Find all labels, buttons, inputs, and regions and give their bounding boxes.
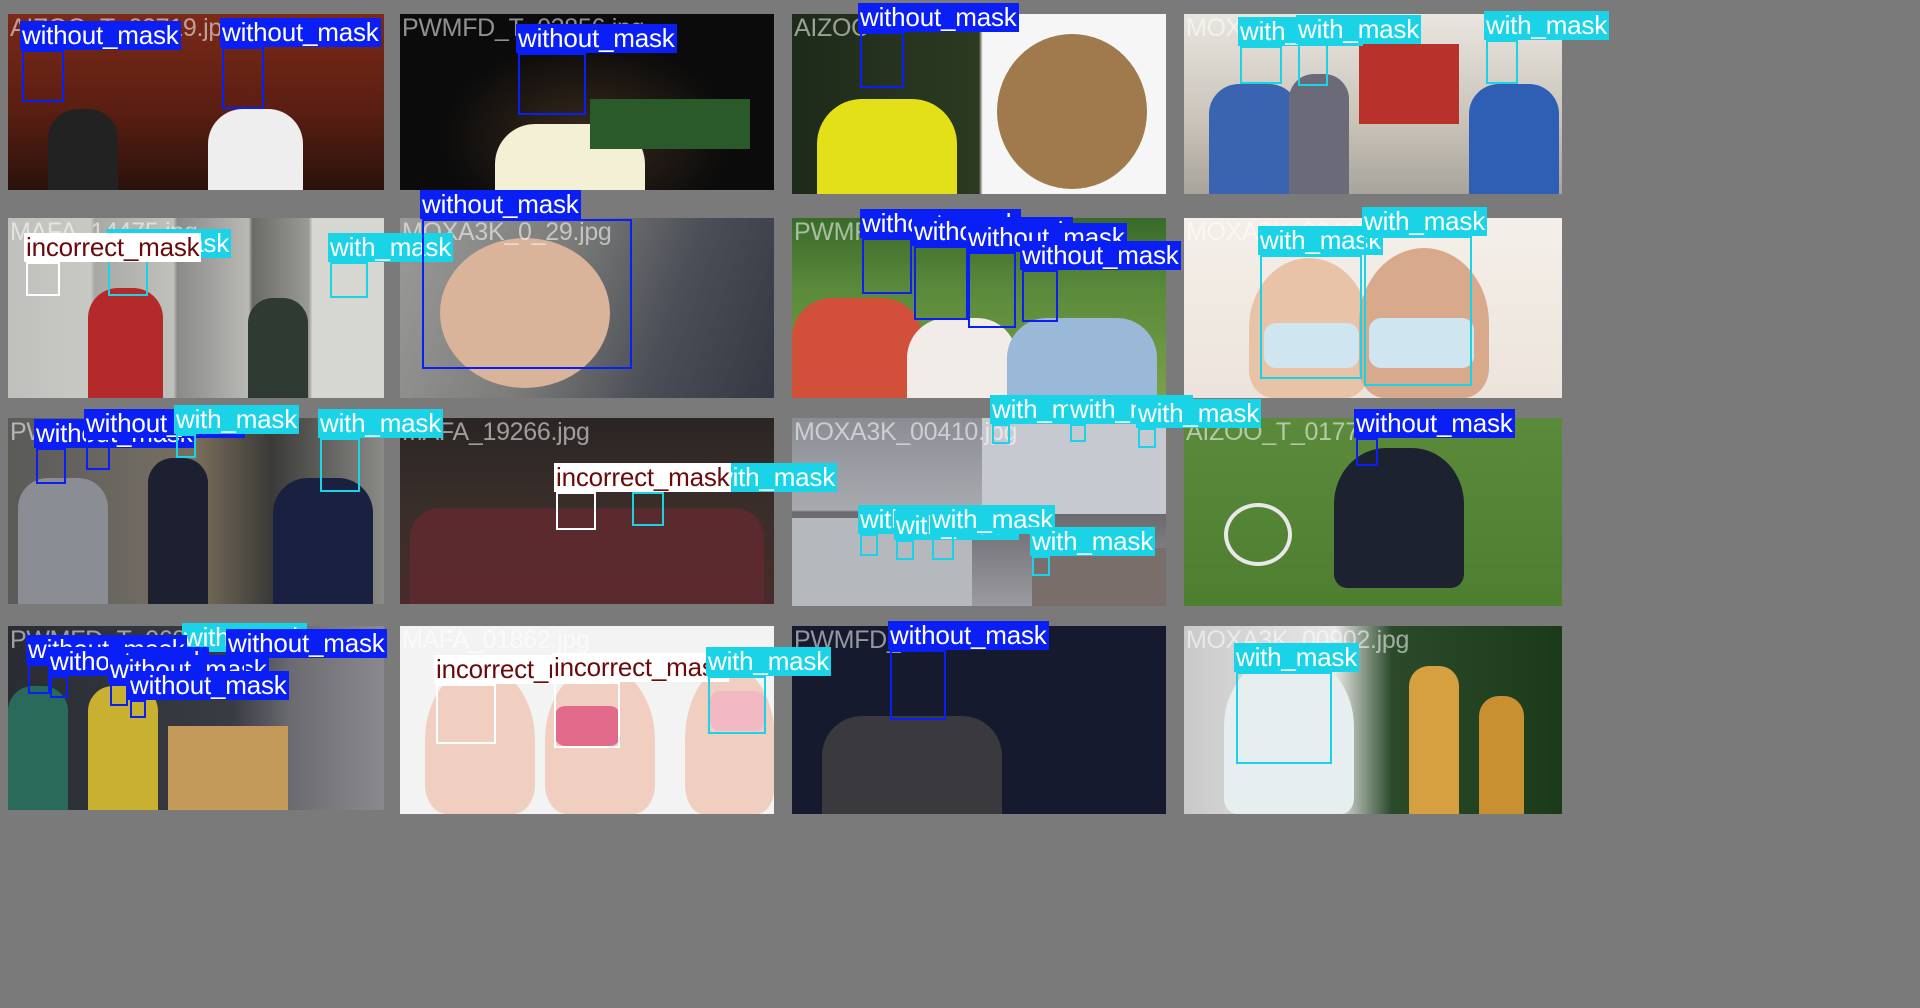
detection-box: incorrect_mask [434,655,612,744]
photo [8,418,384,604]
detection-box: without_mask [226,629,387,680]
photo [1184,218,1562,398]
detection-box: without_mask [860,209,1021,294]
class-label: without_mask [226,628,387,658]
class-label: without_mask [20,20,181,50]
detection-box: without_mask [128,671,289,718]
detection-box: without_mask [912,217,1073,320]
class-label: with_mask [1258,225,1384,255]
class-label: with_mask [318,408,444,438]
photo [792,418,1166,606]
image-filename: PWMF [794,218,870,246]
photo [1184,418,1562,606]
class-label: with_mask [1136,398,1262,428]
detection-box: with_mask [858,505,984,556]
class-label: incorrect_mask [554,462,732,492]
tile-8: MOXA3K_02412 [1184,218,1562,398]
detection-box: incorrect_mask [24,233,202,296]
photo [792,626,1166,814]
detection-box: with_mask [1238,17,1364,84]
class-label: without_mask [220,17,381,47]
class-label: with_mask [1296,14,1422,44]
detection-box: without_mask [20,21,181,102]
class-label: without_mask [858,2,1019,32]
tile-11: MOXA3K_00410.jpg [792,418,1166,606]
class-label: incorrect_mask [24,232,202,262]
detection-box: with_mask [632,463,838,526]
tile-4: MOXA [1184,14,1562,194]
detection-box: with_mask [106,229,232,296]
detection-box: without_mask [966,223,1127,328]
photo [1184,14,1562,194]
photo [792,14,1166,194]
tile-12: AIZOO_T_0177 [1184,418,1562,606]
detection-box: with_mask [1484,11,1610,84]
detection-box: without_mask [888,621,1049,720]
class-label: with_mask [174,404,300,434]
tile-15: PWMFD_ [792,626,1166,814]
detection-box: with_mask [1296,15,1422,86]
class-label: without_mask [1020,240,1181,270]
class-label: without_mask [420,189,581,219]
image-filename: AIZOO [794,14,871,42]
detection-box: with_mask [706,647,832,734]
detection-box: without_mask [84,409,245,470]
detection-box: with_mask [318,409,444,492]
class-label: with_mask [328,232,454,262]
class-label: without_mask [128,670,289,700]
detection-box: with_mask [1068,395,1194,442]
tile-10: MAFA_19266.jpg [400,418,774,604]
tile-9: PW [8,418,384,604]
detection-box: without_mask [1020,241,1181,322]
class-label: with_mask [1234,642,1360,672]
tile-14: MAFA_01862.jpg [400,626,774,814]
class-label: without_mask [516,23,677,53]
photo [400,626,774,814]
photo [400,418,774,604]
detection-box: without_mask [220,18,381,109]
detection-box: incorrect_mask [554,463,732,530]
class-label: with_mask [1362,206,1488,236]
detection-box: with_mask [1258,226,1384,379]
detection-box: with_mask [990,395,1116,444]
image-filename: MOXA3K_00410.jpg [794,418,1018,446]
detection-box: with_mask [1030,527,1156,576]
class-label: incorrect_mask [552,652,730,682]
detection-box: without_mask [1354,409,1515,466]
detection-box: without_mask [34,419,195,484]
detection-box: without_mask [26,635,187,694]
detection-box: with_mask [1136,399,1262,448]
detection-box: with_mask [174,405,300,458]
detection-box: with_mask [930,505,1056,560]
detection-box: with_mask [894,511,1020,560]
image-filename: MAFA_01862.jpg [402,626,590,654]
detection-box: without_mask [48,647,209,698]
detection-box: with_mask [1362,207,1488,386]
class-label: with_mask [1030,526,1156,556]
detection-box: incorrect_mask [552,653,730,748]
detection-box: without_mask [420,190,632,369]
class-label: with_mask [1484,10,1610,40]
class-label: with_mask [706,646,832,676]
tile-3: AIZOO [792,14,1166,194]
class-label: without_mask [1354,408,1515,438]
class-label: with_mask [712,462,838,492]
detection-box: without_mask [516,24,677,115]
class-label: without_mask [888,620,1049,650]
detection-box: without_mask [858,3,1019,88]
detection-box: with_mask [328,233,454,298]
detection-box: without_mask [108,655,269,706]
detection-box: with_mask [1234,643,1360,764]
